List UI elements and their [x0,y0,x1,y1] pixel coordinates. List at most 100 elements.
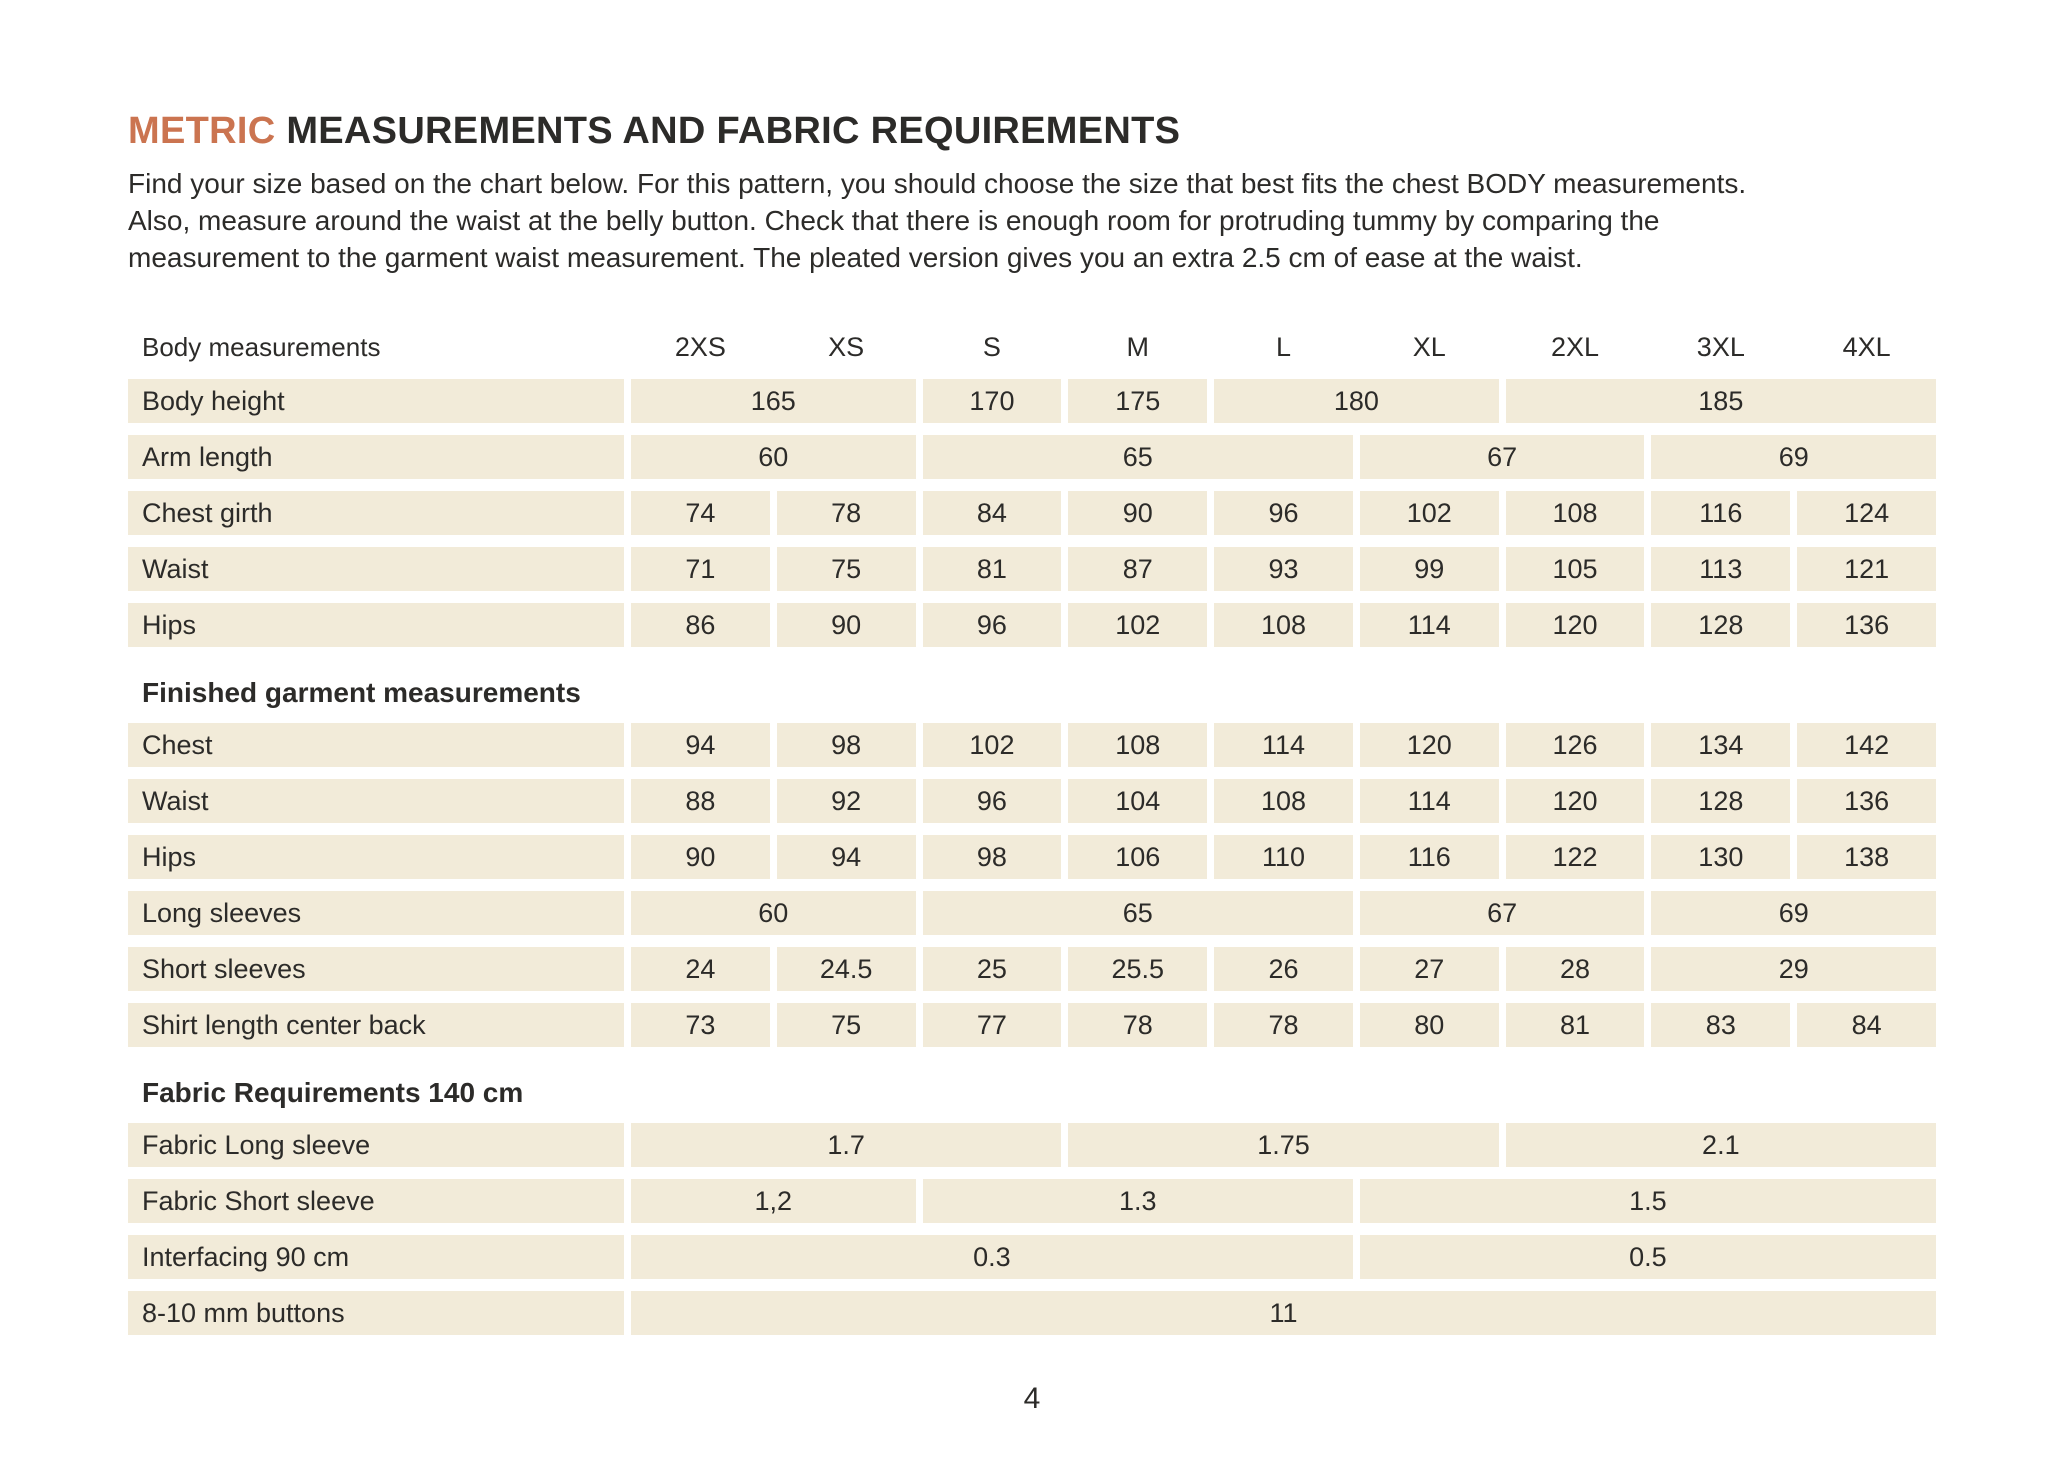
column-header-size-xs: XS [828,332,865,362]
measurement-cell: 69 [1651,891,1936,935]
column-header-size-xl: XL [1412,332,1446,362]
measurement-cell: 105 [1505,547,1645,591]
row-label: Fabric Short sleeve [128,1179,624,1223]
measurement-cell: 114 [1214,723,1353,767]
measurement-cell: 114 [1359,779,1499,823]
measurement-cell: 29 [1651,947,1936,991]
row-label: Interfacing 90 cm [128,1235,624,1279]
measurement-cell: 104 [1068,779,1208,823]
measurement-cell: 128 [1651,603,1791,647]
measurement-cell: 124 [1797,491,1936,535]
table-row: 8-10 mm buttons 11 [128,1291,1936,1335]
intro-line: measurement to the garment waist measure… [128,242,1583,273]
measurement-cell: 94 [631,723,770,767]
measurement-cell: 108 [1505,491,1645,535]
column-header-size-3xl: 3XL [1696,332,1745,362]
measurement-cell: 116 [1359,835,1499,879]
intro-line: Also, measure around the waist at the be… [128,205,1660,236]
row-label: Fabric Long sleeve [128,1123,624,1167]
row-label: Hips [128,835,624,879]
measurement-cell: 180 [1214,379,1499,423]
page-content: METRIC MEASUREMENTS AND FABRIC REQUIREME… [128,110,1936,1347]
page-title: METRIC MEASUREMENTS AND FABRIC REQUIREME… [128,110,1936,153]
measurement-cell: 0.3 [631,1235,1353,1279]
section-title: Fabric Requirements 140 cm [142,1077,524,1108]
measurement-cell: 113 [1651,547,1791,591]
measurement-cell: 108 [1214,779,1353,823]
measurement-cell: 86 [631,603,770,647]
table-row: Hips 90 94 98 106 110 116 122 130 138 [128,835,1936,879]
measurement-cell: 96 [1214,491,1353,535]
measurement-cell: 75 [776,547,916,591]
measurement-cell: 69 [1651,435,1936,479]
table-row: Waist 88 92 96 104 108 114 120 128 136 [128,779,1936,823]
measurement-cell: 136 [1797,603,1936,647]
table-row: Fabric Short sleeve 1,2 1.3 1.5 [128,1179,1936,1223]
measurement-cell: 108 [1214,603,1353,647]
table-row: Chest girth 74 78 84 90 96 102 108 116 124 [128,491,1936,535]
measurement-cell: 67 [1359,435,1645,479]
measurement-cell: 81 [1505,1003,1645,1047]
measurement-cell: 120 [1359,723,1499,767]
measurement-cell: 106 [1068,835,1208,879]
column-header-size-l: L [1275,332,1291,362]
row-label: Chest [128,723,624,767]
measurement-cell: 122 [1505,835,1645,879]
row-label: Hips [128,603,624,647]
table-row: Shirt length center back 73 75 77 78 78 80 81 83… [128,1003,1936,1047]
column-header-size-m: M [1126,332,1149,362]
measurement-cell: 93 [1214,547,1353,591]
measurement-cell: 87 [1068,547,1208,591]
measurement-cell: 2.1 [1505,1123,1936,1167]
column-header-size-2xl: 2XL [1551,332,1600,362]
measurement-cell: 65 [922,891,1353,935]
measurement-cell: 108 [1068,723,1208,767]
measurement-cell: 78 [1214,1003,1353,1047]
measurement-cell: 25.5 [1068,947,1208,991]
measurement-cell: 99 [1359,547,1499,591]
row-label: Shirt length center back [128,1003,624,1047]
measurement-cell: 170 [922,379,1062,423]
measurement-cell: 126 [1505,723,1645,767]
title-highlight: METRIC [128,110,276,152]
measurement-cell: 136 [1797,779,1936,823]
measurement-cell: 27 [1359,947,1499,991]
table-header-row: Body measurements 2XS XS S M L XL 2XL 3X… [128,326,1936,363]
measurement-cell: 102 [1068,603,1208,647]
measurement-cell: 75 [776,1003,916,1047]
measurement-cell: 65 [922,435,1353,479]
measurement-cell: 130 [1651,835,1791,879]
measurement-cell: 128 [1651,779,1791,823]
measurement-cell: 121 [1797,547,1936,591]
intro-line: Find your size based on the chart below.… [128,168,1747,199]
title-rest: MEASUREMENTS AND FABRIC REQUIREMENTS [275,110,1181,152]
measurement-cell: 120 [1505,779,1645,823]
measurement-cell: 81 [922,547,1062,591]
measurement-cell: 134 [1651,723,1791,767]
measurement-cell: 1.7 [631,1123,1062,1167]
measurement-cell: 1.5 [1359,1179,1936,1223]
measurement-cell: 88 [631,779,770,823]
column-header-size-s: S [982,332,1001,362]
measurement-cell: 60 [631,891,916,935]
measurement-cell: 78 [1068,1003,1208,1047]
measurement-cell: 26 [1214,947,1353,991]
table-row: Short sleeves 24 24.5 25 25.5 26 27 28 29 [128,947,1936,991]
row-label: Long sleeves [128,891,624,935]
intro-paragraph: Find your size based on the chart below.… [128,165,1936,276]
measurement-cell: 138 [1797,835,1936,879]
measurement-cell: 28 [1505,947,1645,991]
measurement-cell: 77 [922,1003,1062,1047]
row-label: 8-10 mm buttons [128,1291,624,1335]
measurement-cell: 98 [922,835,1062,879]
measurement-cell: 24.5 [776,947,916,991]
measurement-cell: 11 [631,1291,1936,1335]
table-row: Interfacing 90 cm 0.3 0.5 [128,1235,1936,1279]
row-label: Waist [128,547,624,591]
page-number: 4 [1023,1382,1041,1415]
row-label: Waist [128,779,624,823]
row-label: Body height [128,379,624,423]
measurement-cell: 73 [631,1003,770,1047]
measurement-cell: 84 [922,491,1062,535]
